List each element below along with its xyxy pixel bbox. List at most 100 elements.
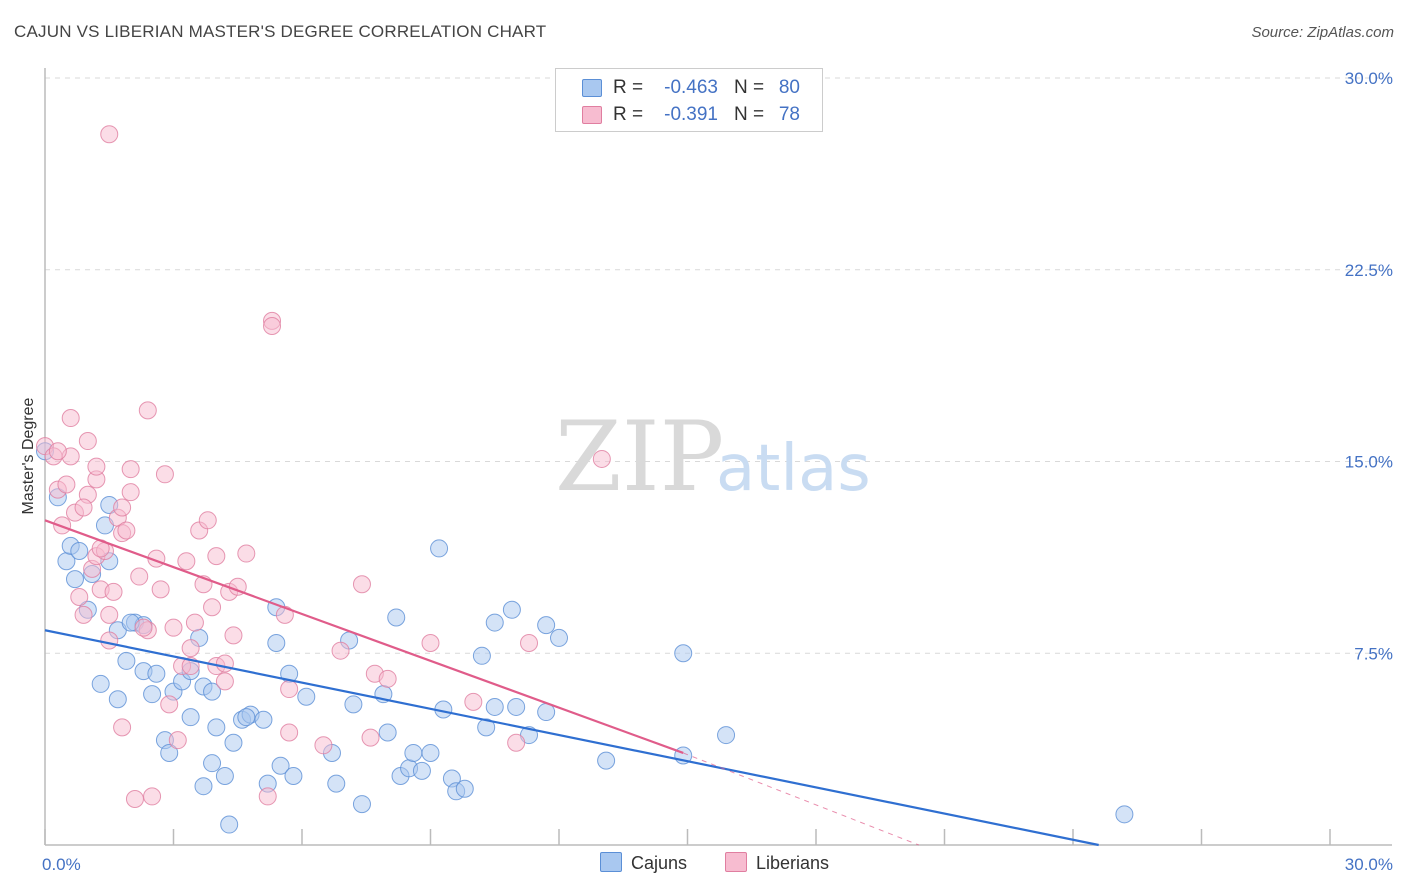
- cajun-point: [297, 687, 316, 706]
- cajun-trendline: [44, 629, 1099, 847]
- cajun-point: [160, 743, 179, 762]
- liberian-point: [352, 575, 371, 594]
- chart-source: Source: ZipAtlas.com: [1251, 24, 1394, 41]
- r-label: R =: [613, 104, 644, 125]
- liberian-point: [117, 521, 136, 540]
- legend-label-liberians: Liberians: [756, 853, 830, 873]
- liberian-point: [263, 316, 282, 335]
- y-axis-label: Master's Degree: [20, 397, 37, 514]
- liberian-point: [78, 432, 97, 451]
- liberian-point: [160, 695, 179, 714]
- liberian-point: [87, 457, 106, 476]
- cajun-point: [421, 743, 440, 762]
- liberian-point: [130, 567, 149, 586]
- cajun-point: [91, 674, 110, 693]
- liberian-point: [121, 483, 140, 502]
- stats-box: R = -0.463 N = 80 R = -0.391 N = 78: [555, 68, 823, 132]
- cajun-point: [108, 690, 127, 709]
- r-label: R =: [613, 77, 644, 98]
- watermark-atlas: atlas: [716, 432, 871, 506]
- liberian-point: [258, 787, 277, 806]
- n-value: 78: [778, 104, 800, 125]
- liberian-point: [100, 631, 119, 650]
- liberian-swatch: [582, 106, 602, 124]
- cajun-point: [143, 685, 162, 704]
- legend-item-liberians: Liberians: [725, 852, 829, 874]
- chart-title: CAJUN VS LIBERIAN MASTER'S DEGREE CORREL…: [14, 22, 547, 41]
- x-tick-label: 30.0%: [1345, 855, 1393, 874]
- liberian-point: [215, 654, 234, 673]
- x-tick-label: 0.0%: [42, 855, 81, 874]
- liberian-point: [361, 728, 380, 747]
- cajun-point: [203, 754, 222, 773]
- cajun-point: [65, 570, 84, 589]
- r-value: -0.463: [664, 77, 718, 98]
- liberian-point: [592, 449, 611, 468]
- cajun-point: [352, 795, 371, 814]
- cajun-point: [404, 743, 423, 762]
- n-label: N =: [734, 104, 765, 125]
- cajun-point: [147, 664, 166, 683]
- y-tick-label: 30.0%: [1345, 69, 1393, 88]
- liberian-point: [464, 692, 483, 711]
- liberian-point: [237, 544, 256, 563]
- cajun-point: [220, 815, 239, 834]
- liberian-point: [155, 465, 174, 484]
- liberian-point: [61, 409, 80, 428]
- cajun-point: [203, 682, 222, 701]
- liberian-point: [113, 498, 132, 517]
- liberian-point: [121, 460, 140, 479]
- liberian-point: [74, 605, 93, 624]
- cajun-point: [378, 723, 397, 742]
- liberian-point: [331, 641, 350, 660]
- y-tick-label: 7.5%: [1354, 644, 1393, 663]
- liberian-point: [185, 613, 204, 632]
- liberian-point: [378, 669, 397, 688]
- cajun-point: [181, 708, 200, 727]
- r-value: -0.391: [664, 104, 718, 125]
- cajun-point: [387, 608, 406, 627]
- chart-legend: Cajuns Liberians: [600, 852, 860, 876]
- liberian-point: [207, 547, 226, 566]
- liberian-point: [138, 401, 157, 420]
- cajun-point: [117, 651, 136, 670]
- n-label: N =: [734, 77, 765, 98]
- cajun-point: [477, 718, 496, 737]
- cajun-point: [430, 539, 449, 558]
- cajun-point: [537, 616, 556, 635]
- cajun-swatch: [582, 79, 602, 97]
- liberian-point: [125, 789, 144, 808]
- liberian-point: [70, 588, 89, 607]
- liberian-point: [224, 626, 243, 645]
- cajun-point: [267, 634, 286, 653]
- liberian-point: [143, 787, 162, 806]
- legend-swatch-cajuns: [600, 852, 622, 872]
- y-tick-labels: 7.5% 15.0% 22.5% 30.0%: [1345, 69, 1393, 663]
- cajun-point: [70, 541, 89, 560]
- watermark-zip: ZIP: [555, 401, 724, 513]
- cajun-point: [485, 697, 504, 716]
- cajun-point: [485, 613, 504, 632]
- liberian-point: [280, 680, 299, 699]
- cajun-point: [271, 756, 290, 775]
- legend-swatch-liberians: [725, 852, 747, 872]
- cajun-point: [254, 710, 273, 729]
- cajun-point: [550, 628, 568, 647]
- liberian-trendline: [683, 752, 919, 846]
- liberian-point: [507, 733, 526, 752]
- liberian-point: [275, 605, 294, 624]
- liberian-point: [134, 618, 153, 637]
- cajun-point: [412, 761, 431, 780]
- liberian-point: [203, 598, 222, 617]
- liberian-point: [421, 634, 440, 653]
- n-value: 80: [778, 77, 800, 98]
- cajun-point: [502, 600, 521, 619]
- liberian-point: [280, 723, 299, 742]
- liberian-point: [520, 634, 539, 653]
- trendlines: [44, 519, 1099, 847]
- cajun-point: [472, 646, 491, 665]
- liberian-point: [48, 442, 67, 461]
- liberian-point: [104, 582, 123, 601]
- cajun-point: [207, 718, 226, 737]
